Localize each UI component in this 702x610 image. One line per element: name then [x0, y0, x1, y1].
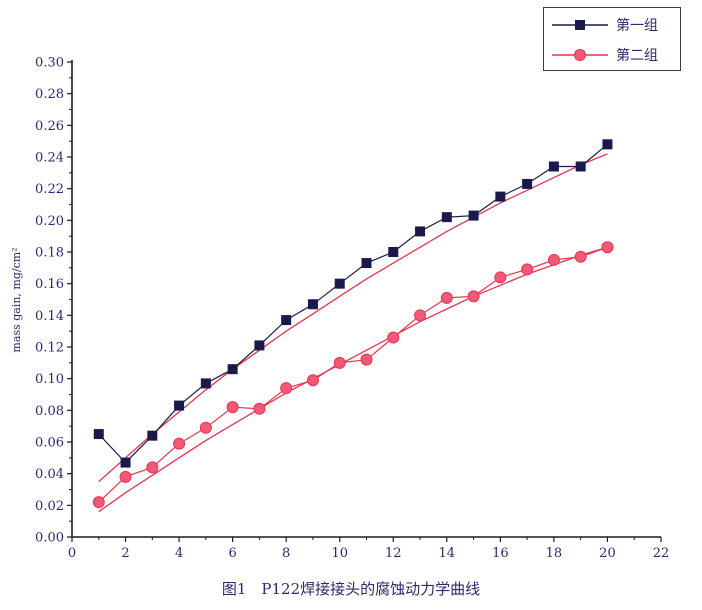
- data-point-square: [361, 258, 372, 269]
- legend-swatch-circle-icon: [552, 49, 608, 61]
- data-point-square: [334, 278, 345, 289]
- data-point-circle: [333, 356, 346, 369]
- y-tick-label: 0.00: [35, 531, 64, 546]
- data-point-square: [522, 178, 533, 189]
- legend-item-series-2: 第二组: [544, 41, 680, 69]
- data-point-circle: [494, 271, 507, 284]
- axes: 0.00 0.02 0.04 0.06 0.08 0.10 0.12 0.14 0.16 0.18…: [35, 56, 669, 562]
- x-tick-label: 18: [546, 546, 563, 561]
- y-tick-label: 0.24: [35, 151, 64, 166]
- data-point-square: [468, 210, 479, 221]
- data-point-square: [120, 457, 131, 468]
- series-line-2: [98, 246, 608, 503]
- data-point-circle: [601, 241, 614, 254]
- x-tick-label: 2: [121, 546, 129, 561]
- series: [92, 139, 614, 509]
- y-tick-label: 0.06: [35, 436, 64, 451]
- legend-label-series-1: 第一组: [616, 18, 658, 34]
- data-point-circle: [440, 291, 453, 304]
- data-point-circle: [360, 353, 373, 366]
- y-tick-label: 0.22: [35, 182, 64, 197]
- x-tick-label: 12: [385, 546, 402, 561]
- legend-item-series-1: 第一组: [544, 11, 680, 39]
- data-point-square: [174, 400, 185, 411]
- data-point-circle: [253, 402, 266, 415]
- data-point-circle: [199, 421, 212, 434]
- legend-label-series-2: 第二组: [616, 48, 658, 64]
- y-tick-label: 0.28: [35, 87, 64, 102]
- data-point-circle: [173, 437, 186, 450]
- data-point-circle: [146, 461, 159, 474]
- y-axis-title: mass gain, mg/cm²: [10, 247, 23, 352]
- data-point-circle: [547, 253, 560, 266]
- figure-caption: 图1 P122焊接接头的腐蚀动力学曲线: [221, 580, 481, 598]
- fit-curve-1: [98, 153, 608, 483]
- data-point-square: [93, 429, 104, 440]
- y-tick-label: 0.10: [35, 372, 64, 387]
- x-tick-label: 16: [492, 546, 509, 561]
- data-point-square: [548, 161, 559, 172]
- data-point-square: [575, 161, 586, 172]
- data-point-circle: [574, 250, 587, 263]
- legend: 第一组 第二组: [543, 7, 681, 71]
- data-point-square: [200, 378, 211, 389]
- data-point-circle: [521, 263, 534, 276]
- x-tick-label: 10: [331, 546, 348, 561]
- data-point-circle: [306, 374, 319, 387]
- y-tick-label: 0.12: [35, 341, 64, 356]
- data-point-square: [281, 315, 292, 326]
- y-tick-label: 0.18: [35, 246, 64, 261]
- data-point-square: [495, 191, 506, 202]
- x-tick-label: 14: [439, 546, 456, 561]
- data-point-square: [307, 299, 318, 310]
- legend-swatch-square-icon: [552, 20, 608, 30]
- y-tick-label: 0.30: [35, 56, 64, 71]
- fit-curves: [98, 153, 608, 513]
- data-point-circle: [280, 382, 293, 395]
- y-tick-label: 0.08: [35, 404, 64, 419]
- y-tick-label: 0.26: [35, 119, 64, 134]
- data-point-square: [388, 247, 399, 257]
- data-point-circle: [467, 290, 480, 303]
- data-point-circle: [119, 470, 132, 483]
- x-tick-label: 6: [228, 546, 236, 561]
- data-point-circle: [387, 331, 400, 344]
- data-point-circle: [414, 309, 427, 322]
- y-tick-label: 0.04: [35, 467, 64, 482]
- data-point-square: [254, 340, 265, 351]
- data-point-square: [415, 226, 426, 237]
- y-tick-label: 0.16: [35, 277, 64, 292]
- x-tick-label: 22: [653, 546, 670, 561]
- data-point-circle: [226, 401, 239, 414]
- x-tick-label: 20: [599, 546, 616, 561]
- data-point-square: [602, 139, 613, 150]
- y-tick-label: 0.02: [35, 499, 64, 514]
- y-tick-label: 0.20: [35, 214, 64, 229]
- x-tick-label: 8: [282, 546, 290, 561]
- x-tick-label: 0: [68, 546, 76, 561]
- y-tick-label: 0.14: [35, 309, 64, 324]
- fit-curve-2: [98, 246, 608, 513]
- data-point-circle: [92, 496, 105, 509]
- data-point-square: [227, 364, 238, 375]
- data-point-square: [441, 212, 452, 223]
- data-point-square: [147, 430, 158, 441]
- x-tick-label: 4: [175, 546, 183, 561]
